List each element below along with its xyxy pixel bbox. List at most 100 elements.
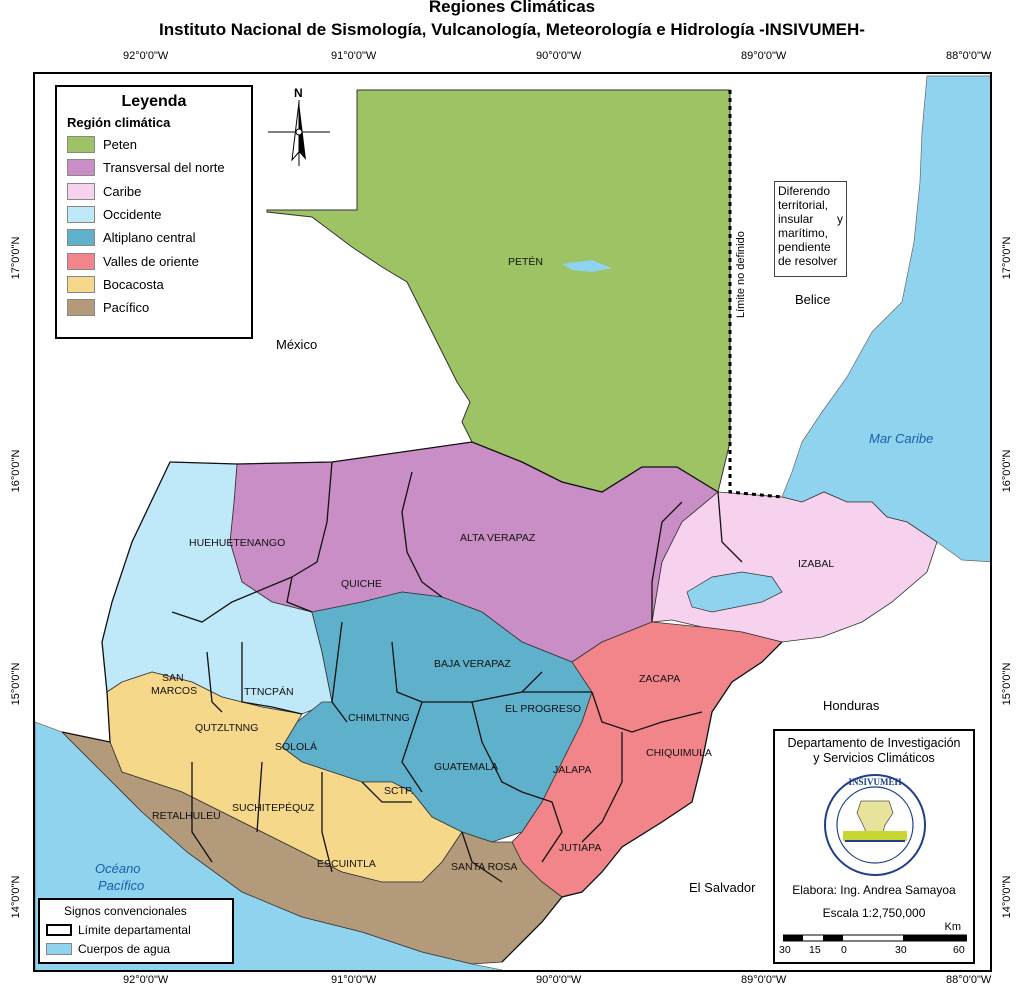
dept-label-ttncpan: TTNCPÁN xyxy=(244,686,294,698)
country-label-honduras: Honduras xyxy=(823,698,880,713)
legend-item-transversal: Transversal del norte xyxy=(67,156,251,179)
dept-label-el-progreso: EL PROGRESO xyxy=(505,703,582,715)
coord-left-17: 17°0'0"N xyxy=(10,236,22,280)
sign-item-dept-limit: Límite departamental xyxy=(46,920,232,939)
credits-department-2: y Servicios Climáticos xyxy=(813,751,935,765)
dept-label-chimltnng: CHIMLTNNG xyxy=(348,712,410,724)
water-body-icon xyxy=(46,942,72,955)
coord-left-14: 14°0'0"N xyxy=(10,875,22,919)
dept-label-huehuetenango: HUEHUETENANGO xyxy=(189,537,286,549)
dept-label-alta-verapaz: ALTA VERAPAZ xyxy=(460,532,536,544)
legend-item-occidente: Occidente xyxy=(67,203,251,226)
legend-swatch-altiplano xyxy=(67,229,95,247)
lake-peten xyxy=(562,260,612,272)
lake-izabal xyxy=(686,571,783,613)
coord-right-17: 17°0'0"N xyxy=(1001,236,1013,280)
country-label-el-salvador: El Salvador xyxy=(689,880,756,895)
dept-label-jalapa: JALAPA xyxy=(553,764,592,776)
coord-top-88: 88°0'0"W xyxy=(946,50,992,62)
coord-bottom-92: 92°0'0"W xyxy=(123,974,169,986)
dept-label-chiquimula: CHIQUIMULA xyxy=(646,747,712,759)
coord-top-92: 92°0'0"W xyxy=(123,50,169,62)
legend-label: Valles de oriente xyxy=(103,253,199,269)
insivumeh-seal-icon xyxy=(824,774,926,876)
department-borders xyxy=(61,441,783,963)
dept-label-qutzltnng: QUTZLTNNG xyxy=(195,722,259,734)
legend-swatch-transversal xyxy=(67,159,95,177)
legend-item-caribe: Caribe xyxy=(67,180,251,203)
legend-label: Pacífico xyxy=(103,300,150,316)
legend-subheading: Región climática xyxy=(67,115,171,130)
scale-bar xyxy=(783,934,967,942)
undefined-limit-label: Límite no definido xyxy=(735,231,747,318)
sign-label: Límite departamental xyxy=(78,922,191,937)
credits-department-1: Departamento de Investigación xyxy=(787,736,961,750)
coord-left-16: 16°0'0"N xyxy=(10,449,22,493)
scale-tick-30-right: 30 xyxy=(895,944,907,956)
signs-heading: Signos convencionales xyxy=(64,904,187,918)
dept-label-jutiapa: JUTIAPA xyxy=(559,842,602,854)
legend-swatch-oriente xyxy=(67,252,95,270)
legend-item-oriente: Valles de oriente xyxy=(67,249,251,272)
coord-right-14: 14°0'0"N xyxy=(1001,875,1013,919)
dept-label-suchitepequez: SUCHITEPÉQUZ xyxy=(232,802,315,814)
seal-text: INSIVUMEH xyxy=(848,777,902,787)
scale-tick-30-left: 30 xyxy=(779,944,791,956)
dept-label-quiche: QUICHE xyxy=(341,578,382,590)
legend-swatch-peten xyxy=(67,136,95,154)
dept-label-zacapa: ZACAPA xyxy=(639,673,681,685)
dept-label-santa-rosa: SANTA ROSA xyxy=(451,861,518,873)
region-peten xyxy=(266,89,731,493)
legend-item-pacifico: Pacífico xyxy=(67,296,251,319)
dept-label-retalhuleu: RETALHULEU xyxy=(152,810,221,822)
scale-tick-15: 15 xyxy=(809,944,821,956)
legend-label: Peten xyxy=(103,137,137,153)
water-label-oceano-2: Pacífico xyxy=(98,878,145,893)
north-arrow: N xyxy=(268,86,330,168)
legend-heading: Leyenda xyxy=(121,93,187,110)
dept-label-guatemala: GUATEMALA xyxy=(434,761,498,773)
legend-swatch-pacifico xyxy=(67,299,95,317)
map-subtitle: Instituto Nacional de Sismología, Vulcan… xyxy=(159,20,865,39)
water-label-oceano-1: Océano xyxy=(95,861,141,876)
legend-item-altiplano: Altiplano central xyxy=(67,226,251,249)
water-label-mar-caribe: Mar Caribe xyxy=(869,431,934,446)
legend-label: Caribe xyxy=(103,183,142,199)
scale-km-label: Km xyxy=(944,921,962,933)
undefined-limit-line xyxy=(728,90,783,499)
coord-left-15: 15°0'0"N xyxy=(10,662,22,706)
compass-icon xyxy=(268,100,330,166)
dept-label-izabal: IZABAL xyxy=(798,558,835,570)
country-label-belice: Belice xyxy=(795,292,831,307)
coord-right-15: 15°0'0"N xyxy=(1001,662,1013,706)
coord-bottom-91: 91°0'0"W xyxy=(331,974,377,986)
scale-tick-60: 60 xyxy=(953,944,965,956)
legend-label: Transversal del norte xyxy=(103,160,225,176)
legend-swatch-caribe xyxy=(67,182,95,200)
map-title: Regiones Climáticas xyxy=(428,0,596,16)
coord-top-89: 89°0'0"W xyxy=(741,50,787,62)
credits-elabora: Elabora: Ing. Andrea Samayoa xyxy=(792,883,956,897)
coord-bottom-89: 89°0'0"W xyxy=(741,974,787,986)
credits-box: Departamento de Investigación y Servicio… xyxy=(773,729,975,964)
legend-label: Bocacosta xyxy=(103,276,164,292)
coord-bottom-90: 90°0'0"W xyxy=(536,974,582,986)
legend-swatch-bocacosta xyxy=(67,275,95,293)
dept-label-peten: PETÉN xyxy=(508,256,544,268)
legend-item-bocacosta: Bocacosta xyxy=(67,273,251,296)
coord-right-16: 16°0'0"N xyxy=(1001,449,1013,493)
sign-label: Cuerpos de agua xyxy=(78,941,171,956)
legend-label: Altiplano central xyxy=(103,230,196,246)
insivumeh-seal: INSIVUMEH xyxy=(823,773,927,877)
caribbean-sea xyxy=(781,75,990,563)
dept-label-san-marcos-2: MARCOS xyxy=(151,685,198,697)
coord-top-90: 90°0'0"W xyxy=(536,50,582,62)
region-pacifico xyxy=(60,731,563,965)
legend-item-peten: Peten xyxy=(67,133,251,156)
dept-label-baja-verapaz: BAJA VERAPAZ xyxy=(434,658,511,670)
dept-limit-icon xyxy=(46,923,72,936)
compass-north-label: N xyxy=(294,86,303,100)
legend-box: Leyenda Región climática Peten Transvers… xyxy=(55,85,253,339)
coord-top-91: 91°0'0"W xyxy=(331,50,377,62)
credits-escala: Escala 1:2,750,000 xyxy=(822,906,926,920)
